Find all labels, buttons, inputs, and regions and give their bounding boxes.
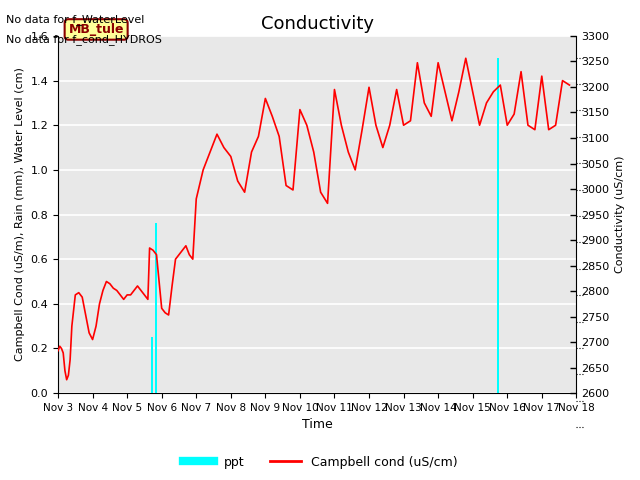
Text: No data for f_cond_HYDROS: No data for f_cond_HYDROS: [6, 34, 163, 45]
Bar: [155, 224, 157, 393]
Title: Conductivity: Conductivity: [260, 15, 374, 33]
Y-axis label: Conductivity (uS/cm): Conductivity (uS/cm): [615, 156, 625, 273]
Bar: [497, 58, 499, 393]
X-axis label: Time: Time: [302, 419, 333, 432]
Legend: ppt, Campbell cond (uS/cm): ppt, Campbell cond (uS/cm): [178, 451, 462, 474]
Bar: [151, 337, 154, 393]
Y-axis label: Campbell Cond (uS/m), Rain (mm), Water Level (cm): Campbell Cond (uS/m), Rain (mm), Water L…: [15, 68, 25, 361]
Text: No data for f_WaterLevel: No data for f_WaterLevel: [6, 14, 145, 25]
Text: MB_tule: MB_tule: [68, 23, 124, 36]
